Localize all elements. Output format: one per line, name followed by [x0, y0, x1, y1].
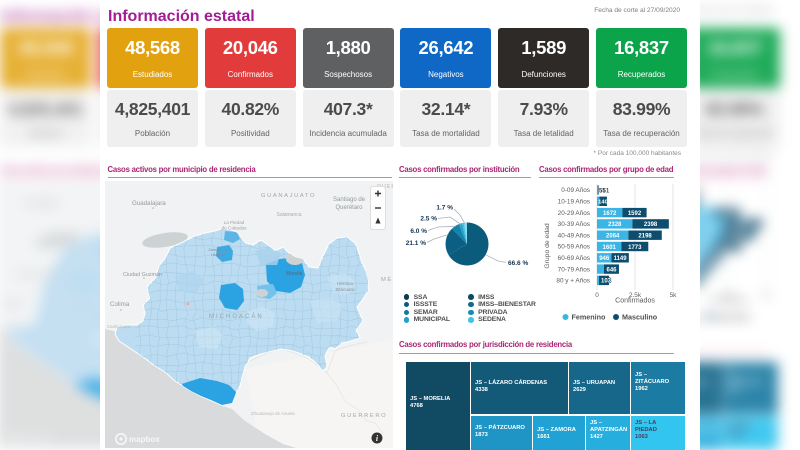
- svg-text:Coahuayana: Coahuayana: [0, 324, 24, 329]
- svg-text:1.7 %: 1.7 %: [436, 205, 453, 212]
- svg-text:1149: 1149: [614, 256, 628, 262]
- svg-text:140: 140: [598, 200, 608, 206]
- svg-text:GUERRERO: GUERRERO: [341, 413, 387, 419]
- svg-text:70-79 Años: 70-79 Años: [558, 266, 590, 273]
- svg-text:103: 103: [601, 279, 612, 285]
- svg-text:2.5 %: 2.5 %: [420, 216, 437, 223]
- svg-text:Confirmados: Confirmados: [708, 298, 748, 305]
- svg-text:Confirmados: Confirmados: [615, 298, 655, 305]
- svg-text:Querétaro: Querétaro: [335, 205, 363, 211]
- svg-text:Zihuatanejo de Azueta: Zihuatanejo de Azueta: [251, 411, 295, 416]
- svg-text:40-49 Años: 40-49 Años: [558, 232, 590, 239]
- svg-text:30-39 Años: 30-39 Años: [558, 221, 590, 228]
- svg-text:2.5k: 2.5k: [629, 292, 642, 299]
- svg-text:Femenino: Femenino: [572, 313, 607, 322]
- svg-text:Heroica: Heroica: [337, 281, 353, 286]
- svg-text:1601: 1601: [700, 245, 710, 251]
- svg-text:2064: 2064: [606, 234, 620, 240]
- svg-text:2328: 2328: [608, 222, 622, 228]
- svg-text:2064: 2064: [700, 234, 713, 240]
- svg-text:de Cabadas: de Cabadas: [222, 225, 247, 230]
- svg-text:0: 0: [595, 292, 599, 299]
- svg-text:1592: 1592: [628, 211, 642, 217]
- svg-text:Grupo de edad: Grupo de edad: [544, 223, 551, 269]
- svg-text:Zamora de: Zamora de: [208, 247, 228, 252]
- svg-text:1672: 1672: [603, 211, 617, 217]
- svg-text:2398: 2398: [644, 222, 658, 228]
- svg-text:646: 646: [700, 267, 710, 273]
- svg-text:i: i: [376, 434, 379, 443]
- svg-text:10-19 Años: 10-19 Años: [558, 199, 590, 206]
- svg-text:5k: 5k: [670, 292, 678, 299]
- svg-text:Masculino: Masculino: [715, 313, 751, 322]
- svg-text:1773: 1773: [721, 245, 735, 251]
- svg-text:1149: 1149: [707, 256, 721, 262]
- svg-text:2198: 2198: [731, 234, 745, 240]
- svg-text:mapbox: mapbox: [22, 435, 53, 444]
- svg-text:1592: 1592: [721, 211, 735, 217]
- svg-text:946: 946: [700, 256, 703, 262]
- svg-text:51: 51: [603, 188, 610, 194]
- svg-text:6.0 %: 6.0 %: [410, 228, 427, 235]
- svg-text:0-09 Años: 0-09 Años: [561, 187, 590, 194]
- svg-text:55: 55: [599, 188, 606, 194]
- svg-text:2198: 2198: [638, 234, 652, 240]
- svg-text:La Piedad: La Piedad: [224, 220, 245, 225]
- svg-text:Salamanca: Salamanca: [276, 212, 301, 218]
- svg-text:QUERÉ: QUERÉ: [377, 183, 393, 190]
- svg-text:60-69 Años: 60-69 Años: [558, 255, 590, 262]
- svg-text:mapbox: mapbox: [129, 435, 160, 444]
- svg-text:Guadalajara: Guadalajara: [132, 200, 166, 207]
- svg-text:Zitácuaro: Zitácuaro: [335, 287, 355, 292]
- svg-text:Colima: Colima: [3, 301, 23, 308]
- svg-text:Masculino: Masculino: [622, 313, 658, 322]
- svg-text:646: 646: [606, 267, 617, 273]
- svg-text:MÉX: MÉX: [381, 276, 393, 283]
- svg-text:1672: 1672: [700, 211, 710, 217]
- svg-text:51: 51: [700, 188, 703, 194]
- svg-text:Guadalajara: Guadalajara: [25, 200, 59, 207]
- svg-text:946: 946: [599, 256, 610, 262]
- svg-text:Hidalgo: Hidalgo: [211, 252, 225, 257]
- svg-text:80 y + Años: 80 y + Años: [556, 278, 590, 285]
- svg-text:MICHOACÁN: MICHOACÁN: [209, 313, 264, 320]
- svg-text:66.6 %: 66.6 %: [508, 260, 528, 267]
- svg-text:Santiago de: Santiago de: [333, 197, 366, 203]
- svg-text:Coahuayana: Coahuayana: [107, 324, 131, 329]
- svg-text:140: 140: [700, 200, 701, 206]
- svg-text:Colima: Colima: [110, 301, 130, 308]
- svg-text:2398: 2398: [737, 222, 751, 228]
- svg-text:Ciudad Guzmán: Ciudad Guzmán: [123, 272, 162, 278]
- svg-text:5k: 5k: [763, 292, 771, 299]
- svg-text:GUANAJUATO: GUANAJUATO: [261, 193, 316, 199]
- svg-text:20-29 Años: 20-29 Años: [558, 210, 590, 217]
- svg-text:50-59 Años: 50-59 Años: [558, 244, 590, 251]
- svg-text:21.1 %: 21.1 %: [406, 240, 426, 247]
- svg-text:Morelia: Morelia: [286, 271, 303, 277]
- svg-text:1601: 1601: [603, 245, 617, 251]
- svg-text:Ciudad Guzmán: Ciudad Guzmán: [16, 272, 55, 278]
- svg-text:1773: 1773: [628, 245, 642, 251]
- svg-text:2328: 2328: [701, 222, 715, 228]
- svg-text:103: 103: [700, 279, 705, 285]
- svg-text:2.5k: 2.5k: [722, 292, 735, 299]
